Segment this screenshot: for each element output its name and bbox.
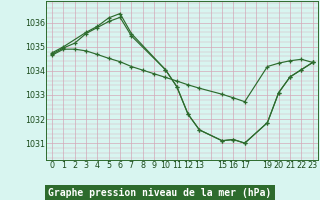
- Text: Graphe pression niveau de la mer (hPa): Graphe pression niveau de la mer (hPa): [48, 188, 272, 198]
